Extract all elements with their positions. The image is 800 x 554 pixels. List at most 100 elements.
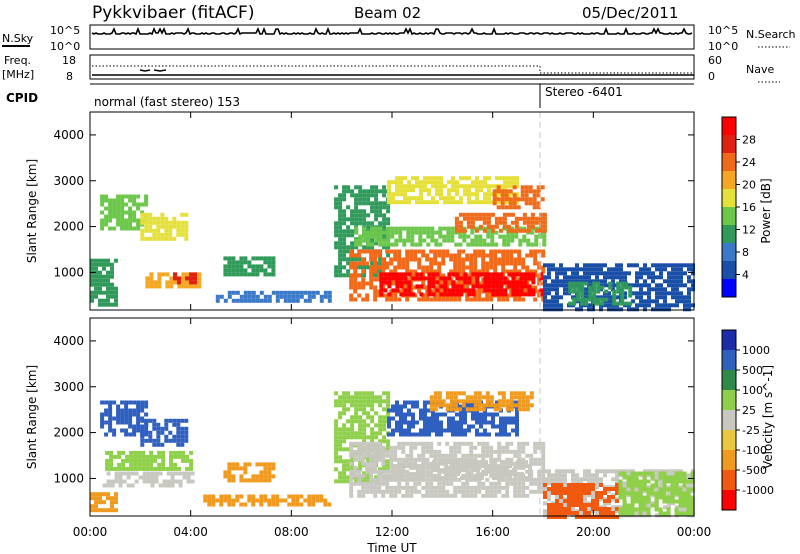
power-cell [403,288,408,293]
velocity-cell [477,441,482,446]
velocity-cell [528,464,532,469]
velocity-cell [449,403,454,408]
power-cell [145,276,150,281]
nsky-left-label: N.Sky [2,32,34,45]
nsky-trace [91,26,693,36]
velocity-cell [404,460,408,465]
power-cell [492,201,497,206]
power-cell [496,185,501,190]
power-cell [361,297,366,302]
velocity-cell [427,416,431,421]
velocity-cell [517,489,522,494]
power-cell [427,280,432,285]
velocity-cell [373,493,378,498]
power-cell [441,261,446,266]
velocity-cell [429,469,434,474]
velocity-cell [650,471,655,476]
velocity-cell [142,471,147,476]
velocity-cell [382,435,387,440]
velocity-cell [563,491,567,495]
power-cell [450,230,455,235]
velocity-cell [137,450,142,455]
power-cell [263,294,268,299]
power-cell [467,176,471,181]
power-cell [485,293,490,298]
power-cell [251,268,256,273]
velocity-cell [184,426,189,431]
power-cell [323,290,328,295]
velocity-cell [373,489,378,494]
power-cell [160,236,165,241]
velocity-cell [423,428,427,433]
power-cell [543,299,547,304]
power-cell [587,271,591,276]
power-cell [477,297,482,302]
velocity-cell [529,489,534,494]
velocity-cell [473,457,478,462]
power-cell [499,292,504,297]
power-cell [511,276,516,281]
power-cell [94,286,98,291]
velocity-cell [433,403,438,408]
velocity-cell [377,449,382,454]
velocity-cell [529,457,534,462]
velocity-cell [686,503,691,508]
power-cell [659,307,663,312]
velocity-cell [489,403,494,408]
power-cell [515,284,520,289]
power-cell [572,281,577,286]
power-cell [439,188,443,193]
velocity-cell [263,474,268,479]
velocity-cell [638,487,643,492]
velocity-cell [599,477,603,482]
power-cell [457,249,462,254]
power-cell [491,276,496,281]
velocity-cell [323,502,328,507]
power-cell [442,234,447,239]
power-cell [353,269,358,274]
velocity-cell [682,511,687,516]
power-cell [399,192,403,197]
power-cell [655,287,659,292]
power-cell [239,298,244,303]
power-cell [615,307,619,312]
velocity-cell [445,441,450,446]
velocity-cell [334,459,339,464]
velocity-cell [121,450,126,455]
power-cell [507,180,511,185]
velocity-cell [654,499,659,504]
velocity-cell [148,418,153,423]
power-cell [346,245,351,250]
power-cell [267,272,272,277]
velocity-cell [373,457,378,462]
velocity-cell [349,473,354,478]
power-cell [419,192,423,197]
power-cell [520,197,525,202]
velocity-cell [591,507,595,511]
velocity-cell [471,416,475,421]
colorbar-swatch [722,261,736,280]
power-cell [579,275,583,280]
velocity-cell [455,412,459,417]
velocity-cell [489,453,494,458]
velocity-cell [421,493,426,498]
power-cell [513,269,518,274]
power-cell [434,230,439,235]
velocity-cell [137,458,142,463]
power-cell [397,249,402,254]
power-cell [425,297,430,302]
velocity-cell [591,493,595,498]
power-cell [334,229,339,234]
power-cell [374,217,379,222]
power-cell [231,264,236,269]
velocity-cell [453,395,458,400]
power-cell [498,228,503,233]
power-cell [457,253,462,258]
power-cell [451,196,455,201]
power-cell [525,289,530,294]
power-cell [406,230,411,235]
velocity-cell [667,505,671,510]
velocity-cell [385,449,390,454]
power-cell [393,297,398,302]
velocity-cell [485,493,490,498]
